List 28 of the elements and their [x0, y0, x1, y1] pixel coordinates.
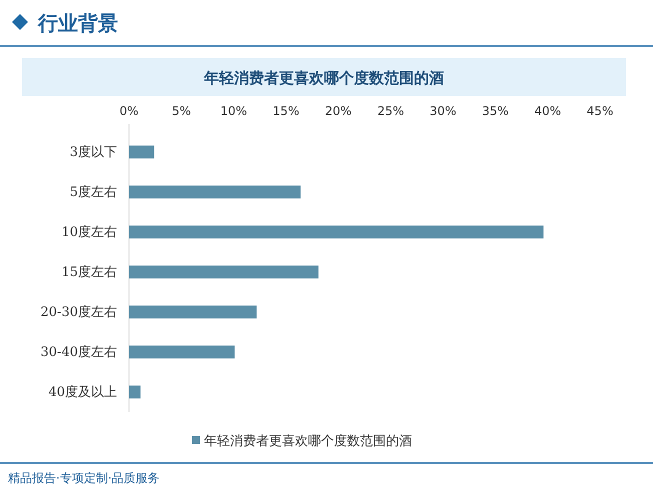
- text: 精品报告·专项定制·品质服务: [8, 471, 160, 485]
- x-tick-label: 25%: [377, 104, 404, 118]
- chart-title: 年轻消费者更喜欢哪个度数范围的酒: [203, 69, 444, 87]
- x-tick-label: 35%: [482, 104, 509, 118]
- bar: [129, 146, 154, 158]
- x-tick-label: 45%: [586, 104, 614, 118]
- bar: [129, 306, 257, 318]
- x-tick-label: 40%: [534, 104, 562, 118]
- y-tick-label: 5度左右: [70, 184, 117, 200]
- y-tick-label: 40度及以上: [48, 384, 117, 400]
- x-tick-label: 10%: [220, 104, 248, 118]
- bar: [129, 346, 235, 358]
- bar: [129, 226, 544, 238]
- chart-subtitle: 行业背景: [37, 11, 118, 35]
- x-tick-label: 0%: [119, 104, 139, 118]
- y-tick-label: 20-30度左右: [40, 304, 117, 320]
- x-tick-label: 15%: [272, 104, 300, 118]
- bar: [129, 386, 141, 398]
- x-tick-label: 20%: [324, 104, 352, 118]
- y-tick-label: 30-40度左右: [40, 344, 117, 360]
- x-tick-label: 30%: [430, 104, 456, 118]
- bar: [129, 266, 318, 278]
- legend-label: 年轻消费者更喜欢哪个度数范围的酒: [204, 433, 412, 449]
- y-tick-label: 3度以下: [70, 144, 117, 160]
- y-tick-label: 10度左右: [61, 224, 117, 240]
- x-tick-label: 5%: [172, 104, 191, 118]
- y-tick-label: 15度左右: [61, 264, 117, 280]
- bar: [129, 186, 301, 198]
